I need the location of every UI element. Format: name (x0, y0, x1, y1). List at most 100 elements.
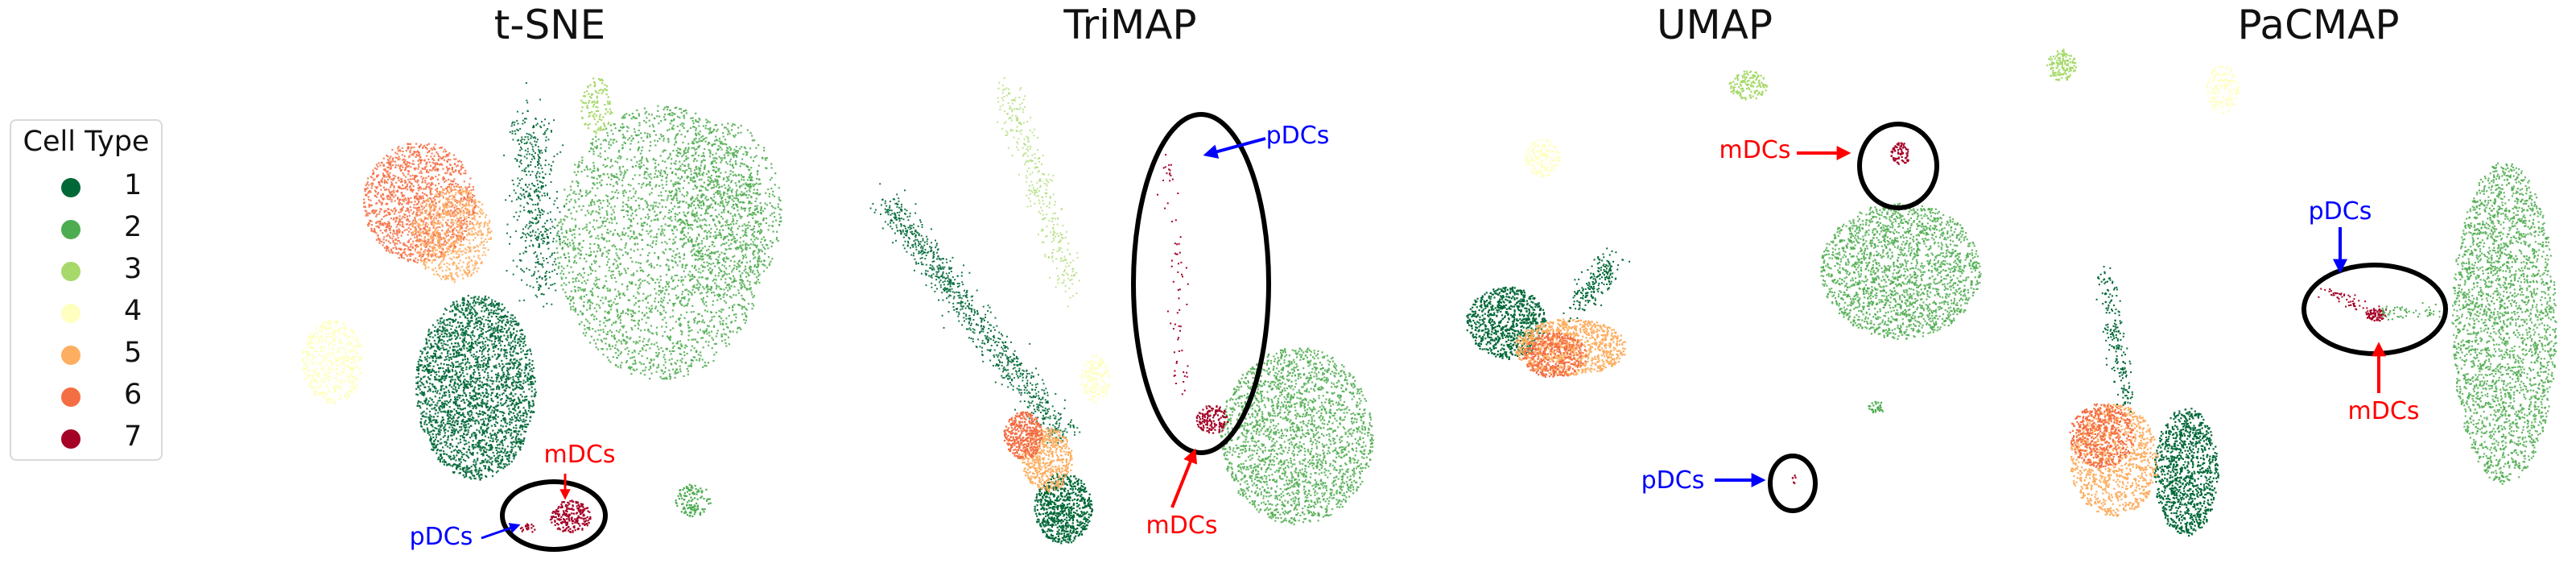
point-type-2 (653, 201, 655, 204)
point-type-2 (585, 223, 588, 226)
point-type-2 (624, 246, 626, 249)
point-type-2 (591, 187, 593, 189)
point-type-2 (607, 331, 609, 334)
point-type-2 (580, 162, 584, 164)
point-type-2 (691, 176, 694, 179)
point-type-2 (664, 215, 667, 218)
point-type-2 (696, 237, 699, 239)
point-type-2 (577, 252, 580, 255)
point-type-2 (650, 277, 653, 280)
point-type-2 (572, 206, 575, 209)
point-type-2 (727, 151, 729, 154)
point-type-2 (714, 275, 716, 277)
point-type-2 (685, 109, 687, 112)
point-type-2 (630, 313, 633, 316)
point-type-2 (690, 349, 692, 351)
point-type-2 (619, 329, 621, 331)
point-type-2 (604, 166, 607, 168)
point-type-2 (756, 208, 758, 210)
point-type-2 (643, 315, 646, 317)
point-type-2 (681, 361, 683, 363)
point-type-2 (588, 192, 591, 194)
point-type-2 (657, 105, 659, 107)
point-type-2 (568, 193, 571, 196)
point-type-2 (720, 311, 723, 313)
point-type-2 (702, 366, 704, 368)
point-type-2 (720, 202, 722, 205)
point-type-2 (692, 338, 695, 341)
point-type-2 (724, 224, 727, 226)
point-type-2 (613, 176, 617, 178)
point-type-2 (704, 197, 707, 200)
point-type-2 (690, 311, 692, 313)
legend-label: 7 (124, 420, 142, 453)
point-type-2 (719, 193, 721, 195)
point-type-2 (676, 274, 679, 276)
point-type-2 (739, 193, 741, 196)
point-type-2 (727, 257, 729, 260)
point-type-2 (646, 306, 648, 309)
point-type-2 (721, 322, 724, 325)
point-type-2 (679, 317, 681, 320)
point-type-2 (743, 318, 745, 321)
point-type-2 (718, 231, 720, 234)
point-type-2 (641, 354, 643, 357)
point-type-2 (597, 246, 600, 249)
point-type-2 (679, 190, 681, 193)
point-type-2 (700, 207, 703, 209)
point-type-2 (727, 201, 729, 205)
point-type-2 (666, 242, 668, 245)
point-type-2 (706, 333, 708, 335)
point-type-2 (686, 176, 688, 180)
point-type-2 (669, 152, 671, 155)
point-type-2 (654, 167, 656, 169)
point-type-2 (616, 309, 618, 311)
point-type-2 (644, 222, 646, 224)
point-type-2 (755, 197, 758, 200)
point-type-2 (637, 342, 639, 344)
point-type-2 (696, 331, 700, 334)
point-type-2 (561, 242, 564, 244)
point-type-2 (634, 243, 636, 246)
point-type-2 (755, 276, 758, 279)
point-type-2 (691, 120, 694, 122)
point-type-2 (571, 180, 574, 183)
point-type-2 (666, 280, 668, 283)
point-type-2 (585, 194, 588, 197)
point-type-2 (685, 235, 687, 238)
point-type-2 (576, 247, 579, 250)
point-type-2 (658, 228, 660, 230)
point-type-2 (622, 338, 625, 341)
point-type-2 (697, 287, 700, 289)
point-type-2 (621, 325, 623, 328)
point-type-2 (646, 201, 648, 203)
point-type-2 (607, 135, 609, 137)
point-type-2 (748, 188, 750, 191)
point-type-2 (677, 317, 679, 320)
point-type-2 (687, 239, 690, 242)
point-type-2 (674, 362, 676, 364)
point-type-2 (713, 354, 716, 356)
point-type-2 (614, 321, 617, 324)
legend-item: 4 (11, 295, 161, 337)
point-type-2 (677, 206, 679, 209)
point-type-2 (615, 248, 617, 251)
point-type-2 (696, 284, 698, 286)
point-type-2 (634, 320, 636, 322)
point-type-2 (707, 362, 710, 364)
point-type-2 (609, 290, 611, 292)
point-type-2 (591, 143, 594, 146)
point-type-2 (719, 205, 721, 207)
point-type-2 (601, 340, 603, 342)
point-type-2 (613, 277, 616, 280)
point-type-2 (708, 121, 711, 123)
point-type-2 (598, 205, 601, 208)
point-type-2 (606, 164, 609, 167)
point-type-2 (622, 117, 625, 119)
point-type-2 (648, 119, 650, 122)
point-type-2 (602, 329, 605, 331)
point-type-2 (671, 111, 674, 114)
point-type-2 (616, 183, 619, 185)
point-type-2 (717, 296, 720, 298)
point-type-2 (686, 367, 688, 371)
